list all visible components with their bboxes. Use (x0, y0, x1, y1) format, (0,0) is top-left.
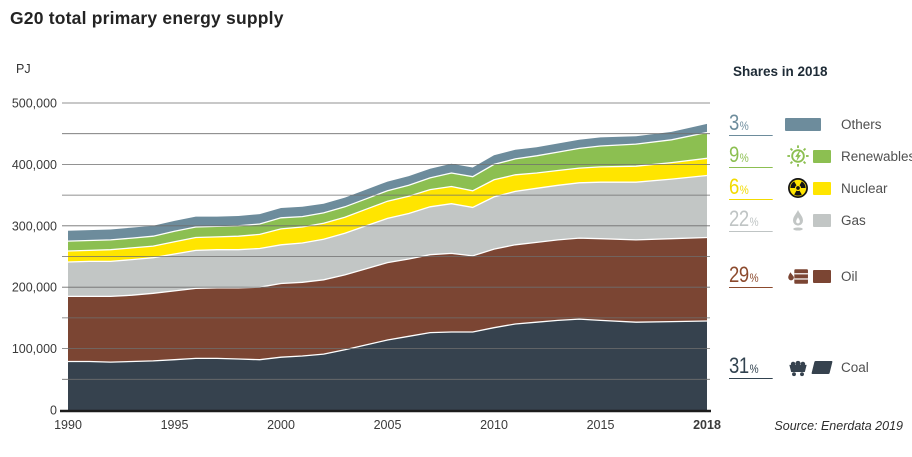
y-tick-label: 400,000 (12, 158, 57, 172)
y-tick-label: 100,000 (12, 342, 57, 356)
renewables-swatch (813, 149, 831, 163)
oil-label: Oil (841, 268, 858, 284)
band-border (67, 131, 708, 242)
x-tick-label: 2000 (267, 418, 295, 432)
source-attribution: Source: Enerdata 2019 (774, 419, 903, 433)
gas-flame-icon (793, 210, 803, 231)
coal-label: Coal (841, 359, 869, 375)
oil-share: 29% (729, 264, 773, 288)
legend-item-others: 3% Others (729, 111, 882, 137)
page-title: G20 total primary energy supply (10, 8, 284, 28)
renewables-sun-bolt-icon (787, 145, 809, 167)
others-label: Others (841, 116, 882, 132)
legend-item-renewables: 9% Renewables (729, 143, 912, 169)
oil-barrel-drop-icon (788, 269, 808, 284)
band-border (68, 236, 708, 298)
gas-label: Gas (841, 212, 866, 228)
x-tick-label: 2010 (480, 418, 508, 432)
gas-swatch (813, 213, 831, 227)
legend-item-gas: 22% Gas (729, 207, 866, 233)
y-axis-unit-label: PJ (16, 62, 31, 76)
coal-share: 31% (729, 355, 773, 379)
nuclear-swatch (813, 181, 831, 195)
area-coal (68, 319, 707, 410)
y-tick-label: 200,000 (12, 281, 57, 295)
gas-share: 22% (729, 208, 773, 232)
legend-item-nuclear: 6% Nuclear (729, 175, 888, 201)
others-share: 3% (729, 112, 773, 136)
x-tick-label: 1995 (161, 418, 189, 432)
coal-cart-icon (789, 360, 807, 377)
legend: Shares in 2018 3% Others 9% (729, 0, 912, 457)
band-border (68, 318, 708, 363)
x-tick-label: 2005 (374, 418, 402, 432)
legend-heading: Shares in 2018 (733, 64, 828, 79)
nuclear-radiation-icon (788, 178, 808, 198)
legend-item-coal: 31% Coal (729, 354, 869, 380)
y-tick-label: 500,000 (12, 97, 57, 111)
y-tick-label: 300,000 (12, 219, 57, 233)
x-tick-label: 2015 (587, 418, 615, 432)
band-border (67, 157, 708, 252)
x-tick-label: 1990 (54, 418, 82, 432)
oil-swatch (813, 269, 831, 283)
nuclear-label: Nuclear (841, 180, 888, 196)
others-swatch (785, 117, 821, 131)
coal-swatch (811, 360, 833, 374)
stacked-area-chart: 0 100,000 200,000 300,000 400,000 500,000 1990… (12, 97, 721, 433)
x-tick-label: 2018 (693, 418, 721, 432)
renewables-label: Renewables (841, 148, 912, 164)
legend-item-oil: 29% Oil (729, 263, 858, 289)
nuclear-share: 6% (729, 176, 773, 200)
renewables-share: 9% (729, 144, 773, 168)
y-tick-label: 0 (50, 404, 57, 418)
